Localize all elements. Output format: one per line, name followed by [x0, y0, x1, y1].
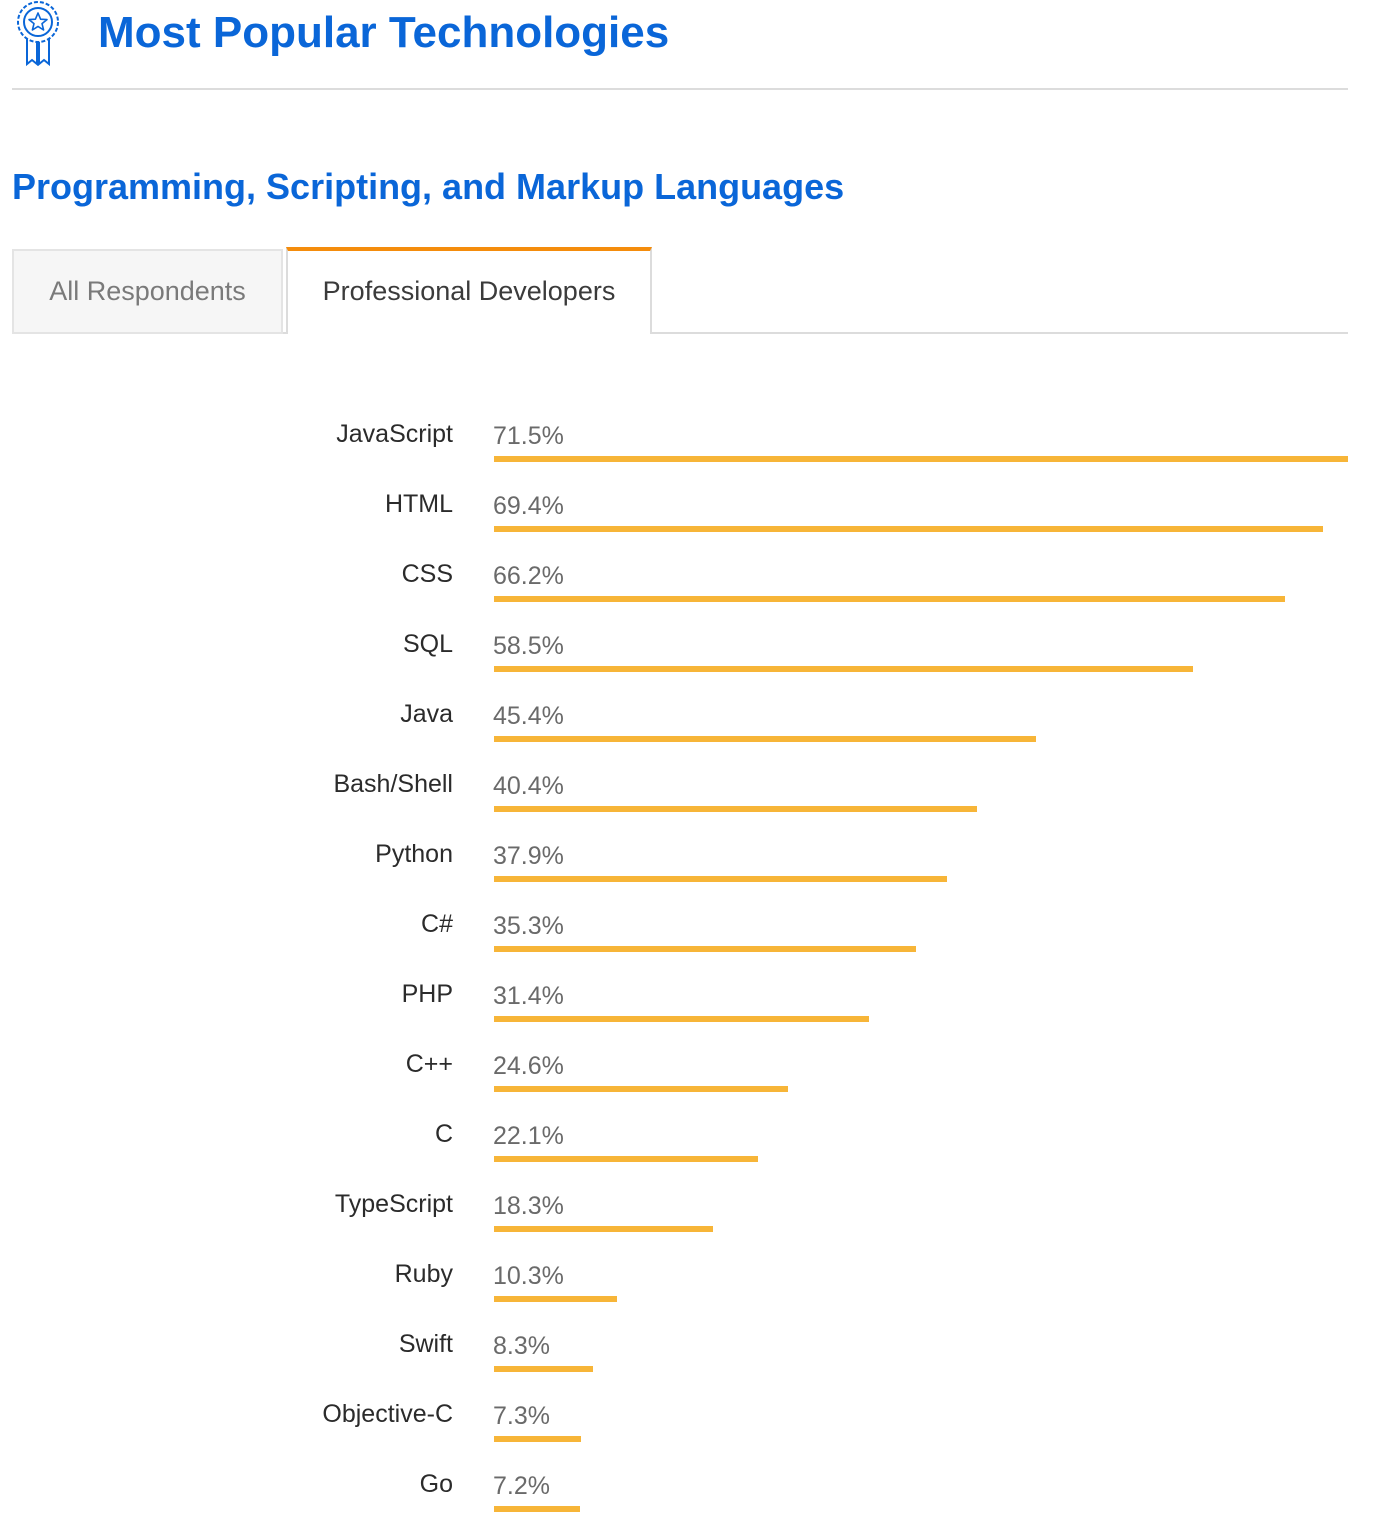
value-label-python: 37.9%: [493, 842, 564, 870]
respondent-tabs: All Respondents Professional Developers: [12, 247, 1348, 334]
value-label-javascript: 71.5%: [493, 422, 564, 450]
bar-javascript: [494, 456, 1348, 462]
bar-html: [494, 526, 1323, 532]
category-label-typescript: TypeScript: [334, 1190, 453, 1218]
category-label-swift: Swift: [398, 1330, 453, 1358]
bar-css: [494, 596, 1285, 602]
category-label-bash-shell: Bash/Shell: [333, 770, 453, 798]
bar-ruby: [494, 1296, 617, 1302]
bar-bash-shell: [494, 806, 977, 812]
bar-c: [494, 946, 916, 952]
value-label-objective-c: 7.3%: [493, 1402, 550, 1430]
value-label-css: 66.2%: [493, 562, 564, 590]
value-label-c: 24.6%: [493, 1052, 564, 1080]
value-label-c: 22.1%: [493, 1122, 564, 1150]
category-label-java: Java: [400, 700, 453, 728]
bar-objective-c: [494, 1436, 581, 1442]
category-label-objective-c: Objective-C: [322, 1400, 453, 1428]
tabs-divider: [12, 332, 1348, 334]
page-title: Most Popular Technologies: [98, 8, 670, 57]
value-label-typescript: 18.3%: [493, 1192, 564, 1220]
value-label-php: 31.4%: [493, 982, 564, 1010]
value-label-bash-shell: 40.4%: [493, 772, 564, 800]
value-label-java: 45.4%: [493, 702, 564, 730]
category-label-css: CSS: [401, 560, 453, 588]
bar-swift: [494, 1366, 593, 1372]
value-label-sql: 58.5%: [493, 632, 564, 660]
value-label-c: 35.3%: [493, 912, 564, 940]
category-label-sql: SQL: [402, 630, 453, 658]
value-label-html: 69.4%: [493, 492, 564, 520]
award-ribbon-icon: [17, 1, 59, 67]
page-header: Most Popular Technologies: [12, 0, 1348, 90]
bar-c: [494, 1156, 758, 1162]
category-label-go: Go: [419, 1470, 453, 1498]
category-label-javascript: JavaScript: [336, 420, 453, 448]
tab-all-respondents[interactable]: All Respondents: [12, 249, 283, 334]
category-label-ruby: Ruby: [394, 1260, 453, 1288]
bar-java: [494, 736, 1036, 742]
category-label-python: Python: [375, 840, 453, 868]
bar-php: [494, 1016, 869, 1022]
bar-c: [494, 1086, 788, 1092]
category-label-html: HTML: [384, 490, 453, 518]
category-label-c: C: [434, 1120, 453, 1148]
value-label-ruby: 10.3%: [493, 1262, 564, 1290]
category-label-c: C++: [405, 1050, 453, 1078]
value-label-go: 7.2%: [493, 1472, 550, 1500]
value-label-swift: 8.3%: [493, 1332, 550, 1360]
tab-professional-developers[interactable]: Professional Developers: [286, 247, 652, 334]
bar-go: [494, 1506, 580, 1512]
category-label-php: PHP: [401, 980, 453, 1008]
section-title: Programming, Scripting, and Markup Langu…: [12, 166, 845, 207]
bar-sql: [494, 666, 1193, 672]
bar-python: [494, 876, 947, 882]
category-label-c: C#: [421, 910, 453, 938]
bar-typescript: [494, 1226, 713, 1232]
